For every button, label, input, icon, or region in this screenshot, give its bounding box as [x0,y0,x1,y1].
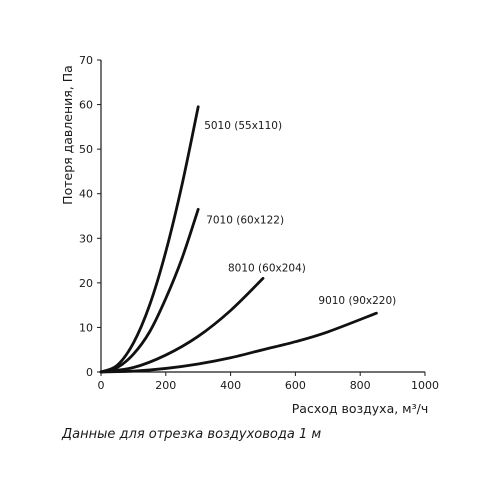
x-axis-title: Расход воздуха, м³/ч [292,401,428,416]
chart-axes [100,60,425,373]
x-tick-label: 800 [350,379,371,392]
series-labels: 5010 (55x110) 7010 (60x122) 8010 (60x204) 9… [204,120,396,307]
x-tick-label: 0 [98,379,105,392]
y-tick-label: 10 [79,321,93,334]
y-tick-label: 50 [79,143,93,156]
x-tick-label: 400 [220,379,241,392]
y-tick-label: 0 [86,366,93,379]
y-tick-label: 20 [79,277,93,290]
y-tick-label: 70 [79,54,93,67]
series-lines [99,105,378,374]
series-8010-line [99,277,265,374]
series-5010-label: 5010 (55x110) [204,120,282,132]
x-tick-label: 600 [285,379,306,392]
series-9010-label: 9010 (90x220) [318,295,396,307]
series-7010-label: 7010 (60x122) [206,214,284,226]
series-5010-line [99,105,200,374]
y-tick-label: 30 [79,232,93,245]
x-axis-ticks: 0 200 400 600 800 1000 [98,372,439,392]
y-tick-label: 40 [79,188,93,201]
y-axis-ticks: 0 10 20 30 40 50 60 70 [79,54,101,379]
x-tick-label: 1000 [411,379,439,392]
y-axis-title: Потеря давления, Па [60,65,75,205]
series-7010-line [99,207,200,374]
series-8010-label: 8010 (60x204) [228,262,306,274]
chart-caption: Данные для отрезка воздуховода 1 м [62,427,322,442]
series-9010-line [99,311,378,374]
y-tick-label: 60 [79,99,93,112]
x-tick-label: 200 [155,379,176,392]
